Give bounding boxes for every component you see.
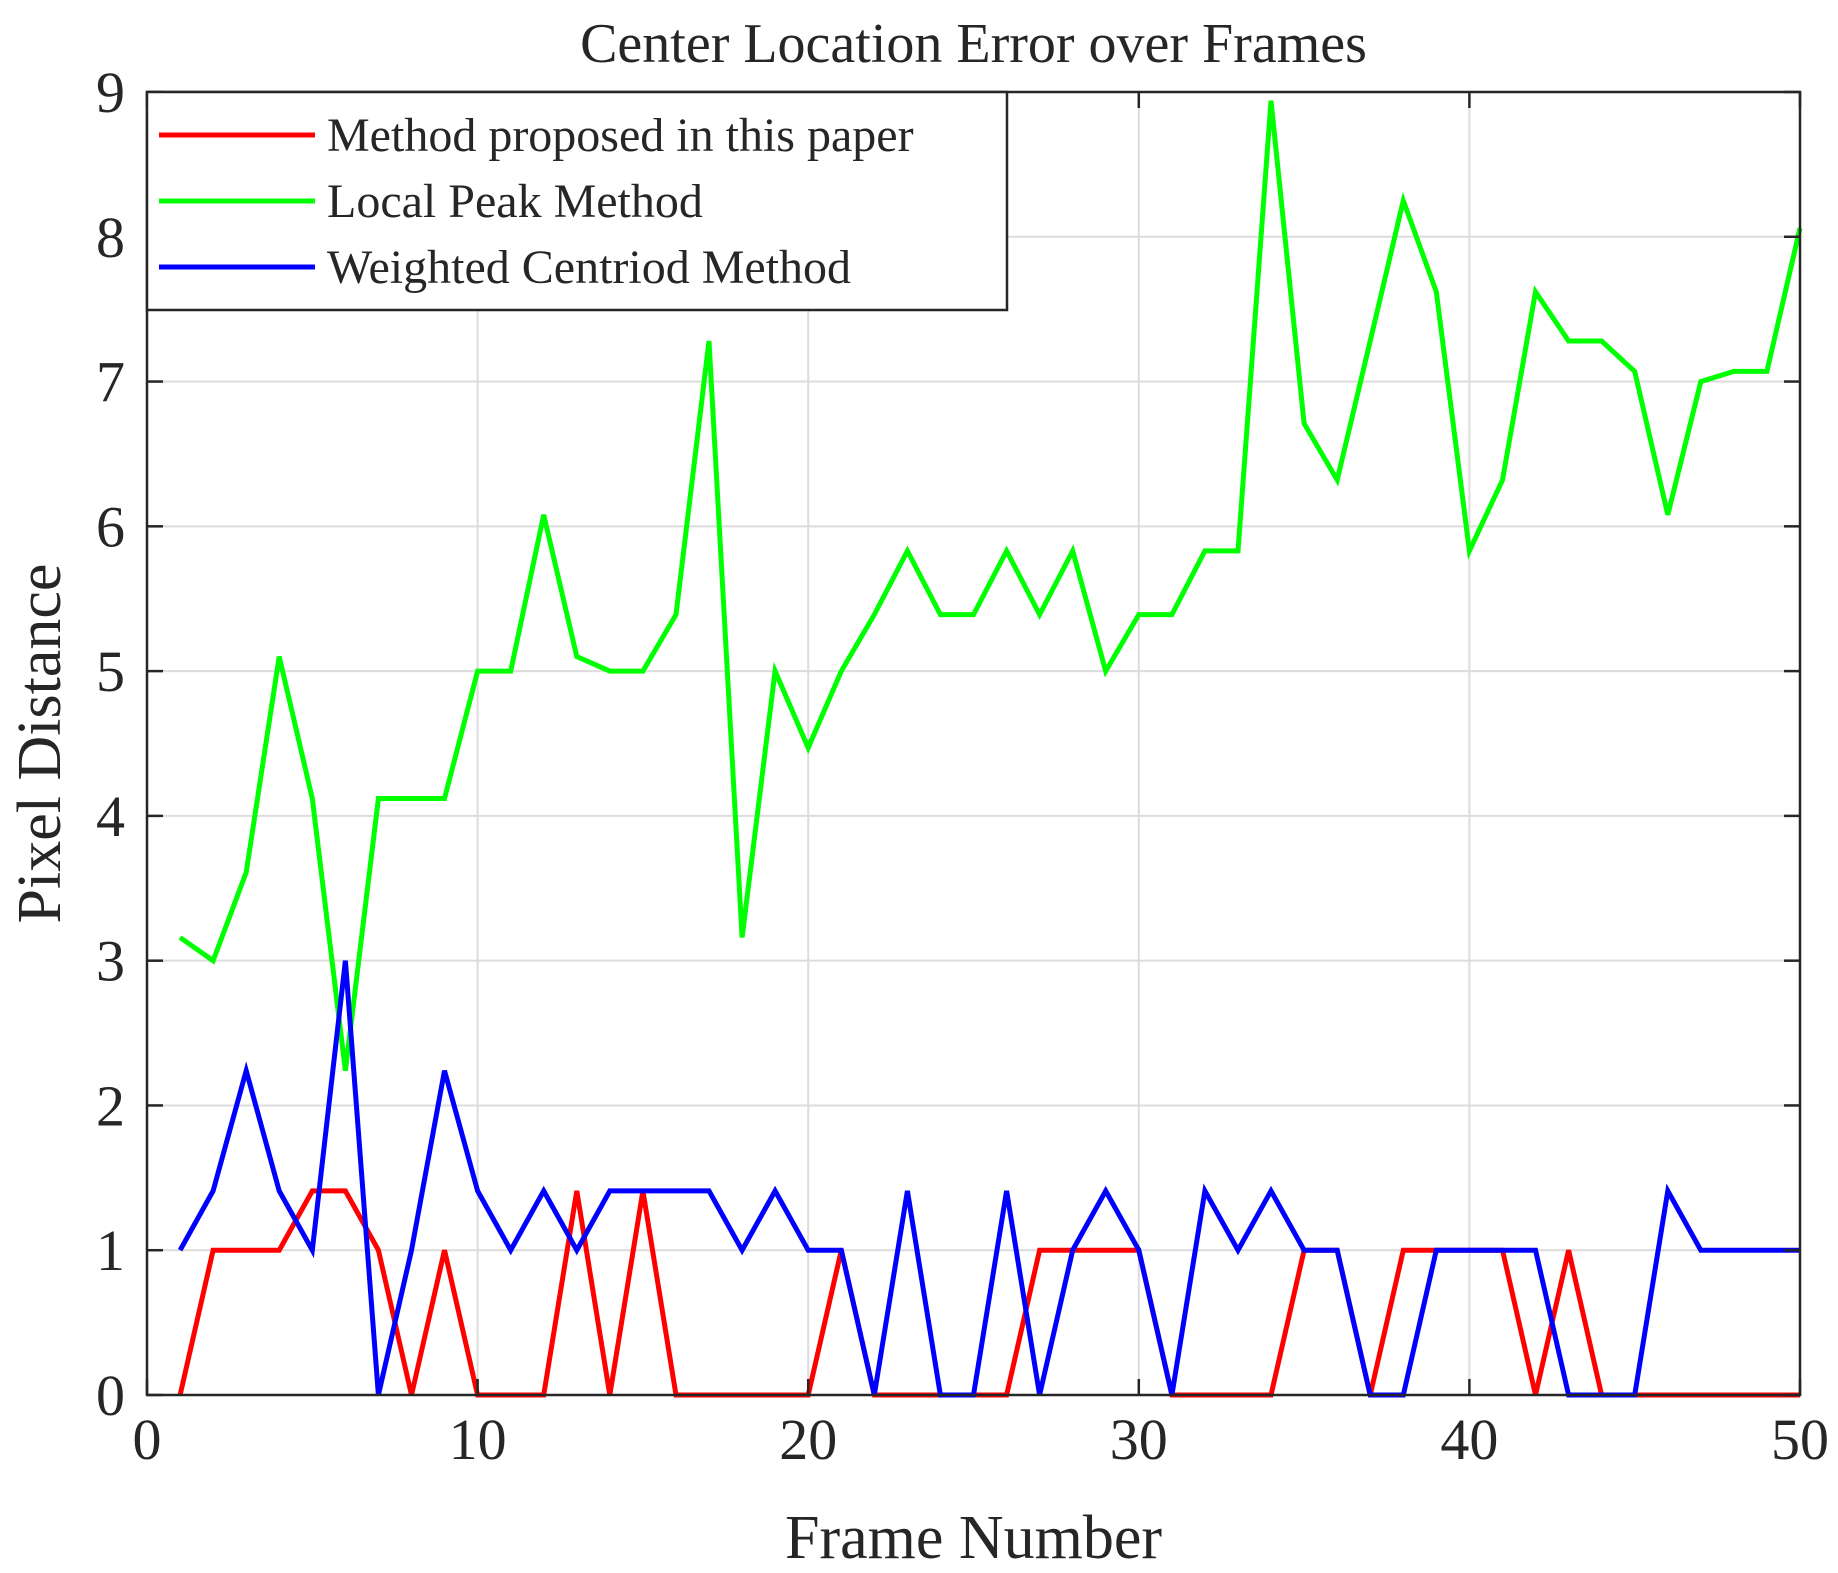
axis-ticks: 0 10 20 30 40 50 0 1 2 3 4 5 6 7 8 9 xyxy=(96,60,1829,1472)
x-tick-label: 40 xyxy=(1440,1407,1498,1472)
chart-title: Center Location Error over Frames xyxy=(580,13,1367,75)
x-tick-label: 50 xyxy=(1771,1407,1829,1472)
series-line-3 xyxy=(177,960,1800,1398)
y-tick-label: 2 xyxy=(96,1073,125,1138)
y-tick-label: 1 xyxy=(96,1218,125,1283)
legend-label: Weighted Centriod Method xyxy=(327,241,851,294)
series-line-2 xyxy=(178,100,1803,1072)
y-tick-label: 6 xyxy=(96,494,125,559)
y-tick-label: 7 xyxy=(96,350,125,415)
x-axis-title: Frame Number xyxy=(785,1504,1162,1572)
y-tick-label: 3 xyxy=(96,929,125,994)
y-tick-label: 8 xyxy=(96,205,125,270)
y-axis-title: Pixel Distance xyxy=(6,564,74,924)
y-tick-label: 0 xyxy=(96,1363,125,1428)
x-tick-label: 30 xyxy=(1110,1407,1168,1472)
y-tick-label: 5 xyxy=(96,639,125,704)
legend: Method proposed in this paper Local Peak … xyxy=(145,90,1009,312)
x-tick-label: 10 xyxy=(449,1407,507,1472)
legend-label: Method proposed in this paper xyxy=(327,109,914,162)
x-tick-label: 0 xyxy=(133,1407,162,1472)
x-tick-label: 20 xyxy=(779,1407,837,1472)
legend-label: Local Peak Method xyxy=(327,175,703,228)
y-tick-label: 4 xyxy=(96,784,125,849)
y-tick-label: 9 xyxy=(96,60,125,125)
